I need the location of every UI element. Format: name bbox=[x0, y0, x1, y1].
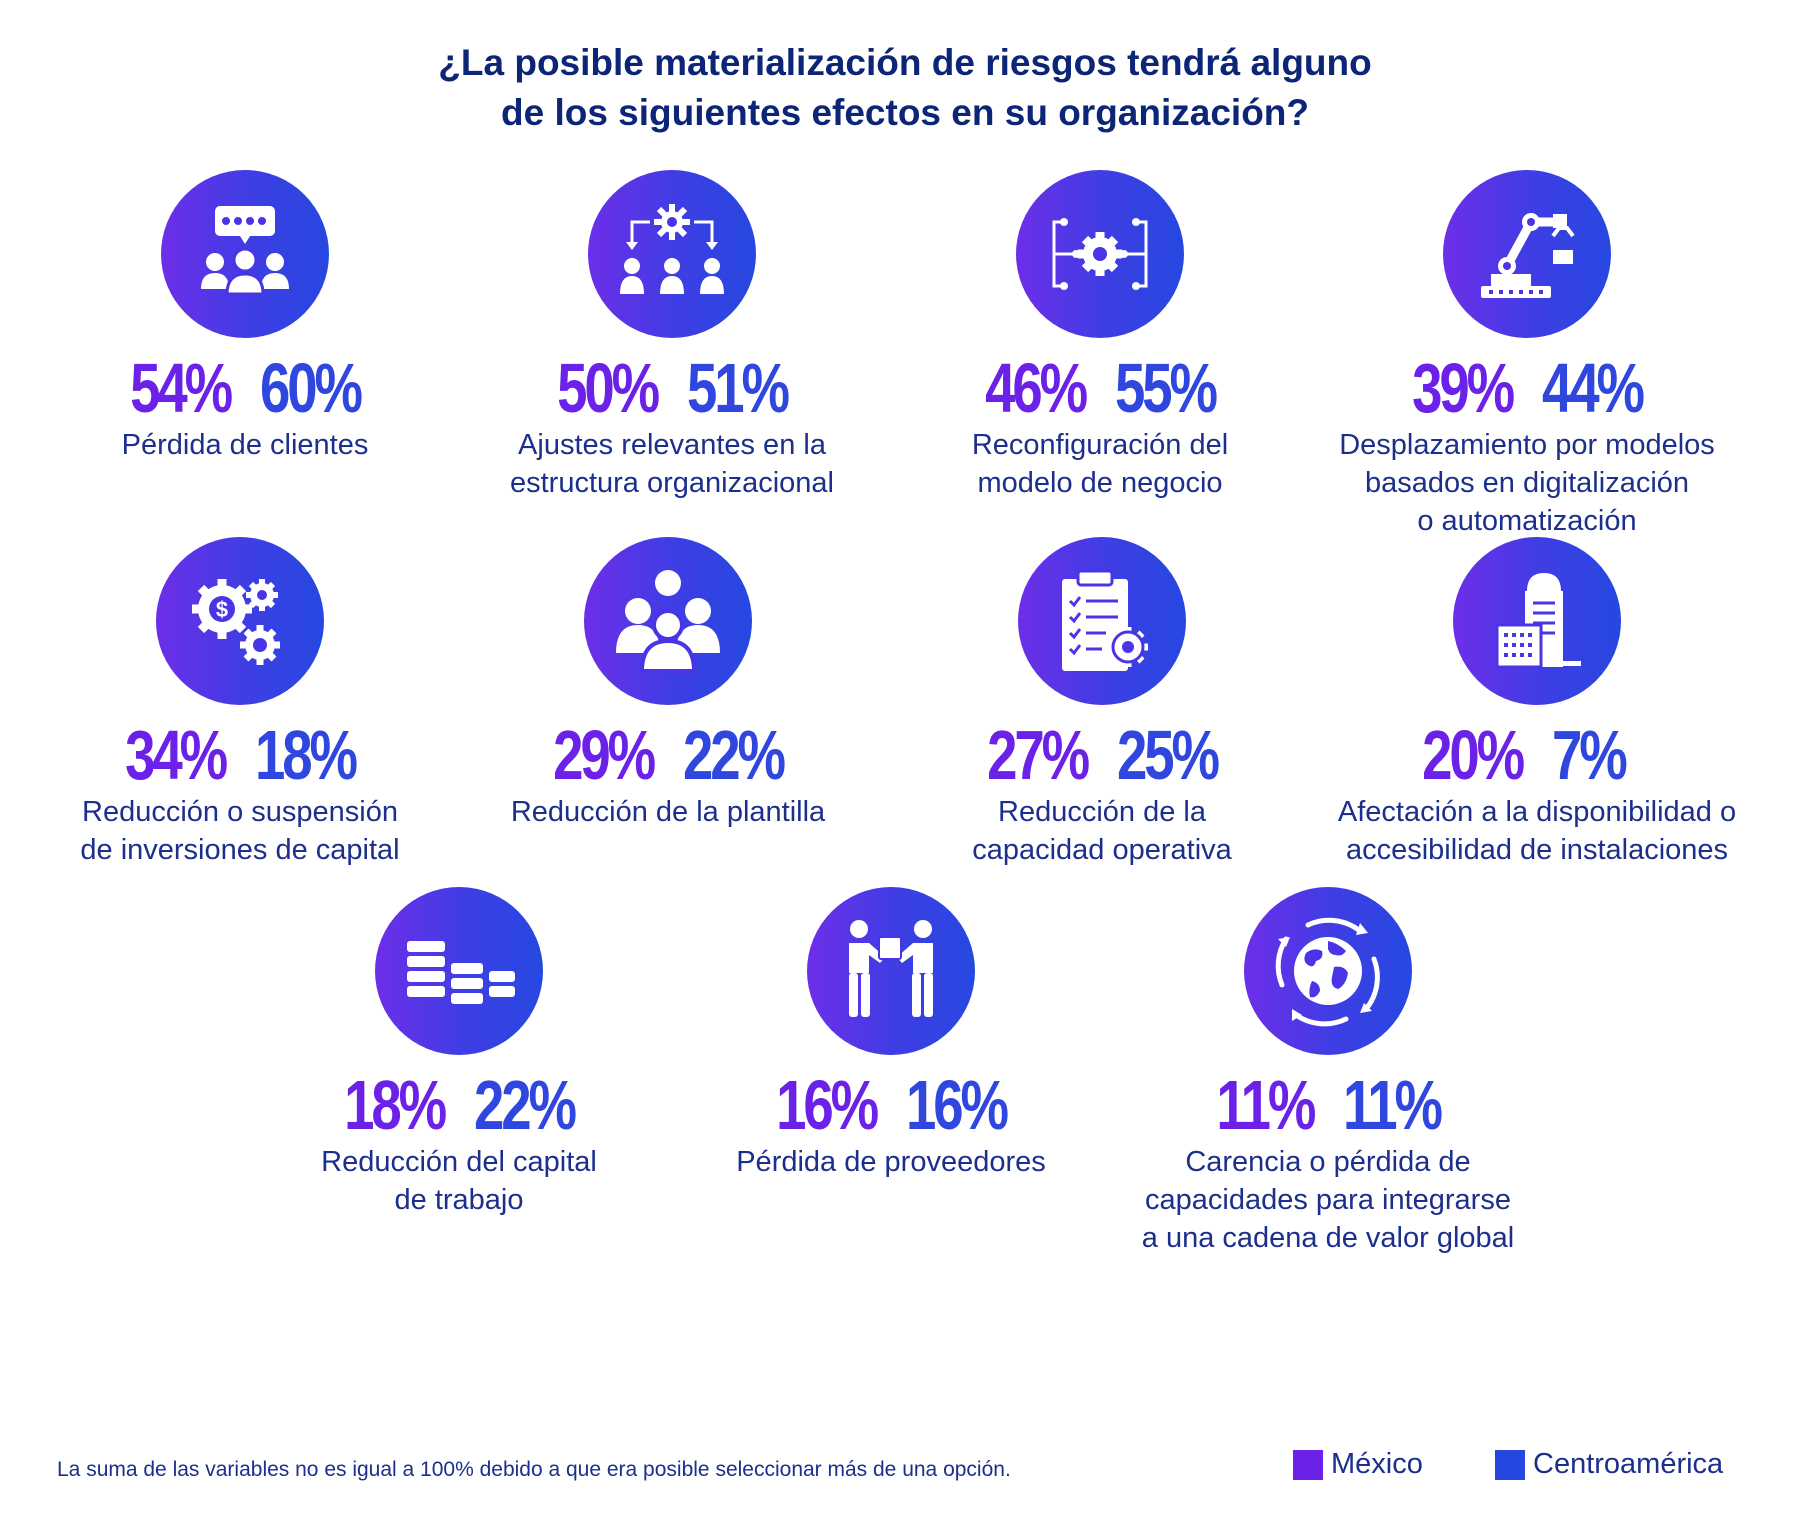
item-reconfiguracion-modelo: 46% 55% Reconfiguración del modelo de ne… bbox=[860, 170, 1340, 502]
item-desplazamiento-digitalizacion: 39% 44% Desplazamiento por modelos basad… bbox=[1287, 170, 1767, 540]
icon-circle bbox=[1453, 537, 1621, 705]
mexico-value: 34% bbox=[125, 716, 228, 794]
label-line: Afectación a la disponibilidad o bbox=[1337, 796, 1737, 828]
item-reduccion-capital-trabajo: 18% 22% Reducción del capital de trabajo bbox=[219, 887, 699, 1219]
item-label: Reducción de la capacidad operativa bbox=[862, 793, 1342, 869]
svg-text:$: $ bbox=[216, 597, 228, 622]
label-line: de inversiones de capital bbox=[80, 834, 400, 866]
item-label: Reducción de la plantilla bbox=[428, 793, 908, 831]
mexico-value: 20% bbox=[1422, 716, 1525, 794]
legend-swatch-centroamerica bbox=[1495, 1449, 1525, 1480]
item-reduccion-plantilla: 29% 22% Reducción de la plantilla bbox=[428, 537, 908, 831]
label-line: a una cadena de valor global bbox=[1141, 1222, 1515, 1254]
legend-label-centroamerica: Centroamérica bbox=[1533, 1448, 1724, 1480]
item-reduccion-inversiones: $ 34% 18% Reducción o suspensión de inve… bbox=[0, 537, 480, 869]
label-line: Reconfiguración del bbox=[971, 429, 1229, 461]
item-label: Afectación a la disponibilidad o accesib… bbox=[1297, 793, 1777, 869]
item-label: Reducción del capital de trabajo bbox=[219, 1143, 699, 1219]
mexico-value: 54% bbox=[130, 349, 233, 427]
centroamerica-value: 18% bbox=[255, 716, 358, 794]
gear-network-icon bbox=[1052, 218, 1148, 290]
delivery-handoff-icon bbox=[849, 920, 933, 1017]
icon-circle bbox=[1443, 170, 1611, 338]
item-label: Desplazamiento por modelos basados en di… bbox=[1287, 426, 1767, 540]
mexico-value: 27% bbox=[987, 716, 1090, 794]
item-label: Pérdida de clientes bbox=[5, 426, 485, 464]
centroamerica-value: 16% bbox=[906, 1066, 1009, 1144]
label-line: Desplazamiento por modelos bbox=[1339, 429, 1715, 461]
item-perdida-clientes: 54% 60% Pérdida de clientes bbox=[5, 170, 485, 464]
icon-circle bbox=[1244, 887, 1412, 1055]
mexico-value: 18% bbox=[344, 1066, 447, 1144]
item-label: Reducción o suspensión de inversiones de… bbox=[0, 793, 480, 869]
legend-label-mexico: México bbox=[1331, 1448, 1423, 1480]
label-line: basados en digitalización bbox=[1364, 467, 1690, 499]
item-ajustes-estructura: 50% 51% Ajustes relevantes en la estruct… bbox=[432, 170, 912, 502]
icon-circle bbox=[588, 170, 756, 338]
label-line: Reducción del capital bbox=[321, 1146, 597, 1178]
item-afectacion-instalaciones: 20% 7% Afectación a la disponibilidad o … bbox=[1297, 537, 1777, 869]
money-gears-icon: $ bbox=[192, 579, 280, 665]
robot-arm-icon bbox=[1481, 213, 1575, 298]
item-perdida-proveedores: 16% 16% Pérdida de proveedores bbox=[651, 887, 1131, 1181]
label-line: Reducción de la plantilla bbox=[510, 796, 826, 828]
legend-mexico: México bbox=[1293, 1448, 1423, 1481]
centroamerica-value: 25% bbox=[1117, 716, 1220, 794]
globe-arrows-icon bbox=[1275, 917, 1380, 1027]
buildings-icon bbox=[1495, 573, 1581, 669]
mexico-value: 16% bbox=[776, 1066, 879, 1144]
checklist-gear-icon bbox=[1062, 569, 1148, 671]
mexico-value: 11% bbox=[1216, 1066, 1316, 1144]
org-structure-gear-icon bbox=[620, 204, 724, 294]
label-line: estructura organizacional bbox=[509, 467, 834, 499]
centroamerica-value: 60% bbox=[260, 349, 363, 427]
title-line-1: ¿La posible materialización de riesgos t… bbox=[438, 42, 1372, 83]
label-line: o automatización bbox=[1417, 505, 1637, 537]
label-line: Pérdida de proveedores bbox=[736, 1146, 1046, 1178]
centroamerica-value: 51% bbox=[687, 349, 790, 427]
label-line: Reducción o suspensión bbox=[82, 796, 398, 828]
item-label: Carencia o pérdida de capacidades para i… bbox=[1088, 1143, 1568, 1257]
declining-stacks-icon bbox=[407, 941, 515, 1004]
legend-centroamerica: Centroamérica bbox=[1495, 1448, 1723, 1481]
label-line: accesibilidad de instalaciones bbox=[1345, 834, 1729, 866]
label-line: Reducción de la bbox=[998, 796, 1206, 828]
label-line: Carencia o pérdida de bbox=[1185, 1146, 1471, 1178]
label-line: capacidades para integrarse bbox=[1145, 1184, 1511, 1216]
mexico-value: 50% bbox=[557, 349, 660, 427]
item-label: Reconfiguración del modelo de negocio bbox=[860, 426, 1340, 502]
icon-circle bbox=[1018, 537, 1186, 705]
label-line: modelo de negocio bbox=[977, 467, 1223, 499]
centroamerica-value: 11% bbox=[1343, 1066, 1443, 1144]
centroamerica-value: 44% bbox=[1542, 349, 1645, 427]
label-line: de trabajo bbox=[394, 1184, 524, 1216]
mexico-value: 46% bbox=[985, 349, 1088, 427]
label-line: Ajustes relevantes en la bbox=[518, 429, 826, 461]
mexico-value: 29% bbox=[553, 716, 656, 794]
centroamerica-value: 22% bbox=[474, 1066, 577, 1144]
icon-circle bbox=[161, 170, 329, 338]
icon-circle bbox=[807, 887, 975, 1055]
icon-circle bbox=[1016, 170, 1184, 338]
label-line: capacidad operativa bbox=[972, 834, 1232, 866]
label-line: Pérdida de clientes bbox=[121, 429, 369, 461]
mexico-value: 39% bbox=[1412, 349, 1515, 427]
item-label: Pérdida de proveedores bbox=[651, 1143, 1131, 1181]
centroamerica-value: 7% bbox=[1552, 716, 1628, 794]
item-cadena-valor-global: 11% 11% Carencia o pérdida de capacidade… bbox=[1088, 887, 1568, 1257]
chart-title: ¿La posible materialización de riesgos t… bbox=[0, 38, 1810, 138]
icon-circle bbox=[584, 537, 752, 705]
icon-circle: $ bbox=[156, 537, 324, 705]
team-icon bbox=[616, 570, 720, 673]
legend-swatch-mexico bbox=[1293, 1449, 1323, 1480]
item-reduccion-capacidad: 27% 25% Reducción de la capacidad operat… bbox=[862, 537, 1342, 869]
centroamerica-value: 22% bbox=[683, 716, 786, 794]
icon-circle bbox=[375, 887, 543, 1055]
footnote: La suma de las variables no es igual a 1… bbox=[57, 1458, 1011, 1481]
centroamerica-value: 55% bbox=[1115, 349, 1218, 427]
item-label: Ajustes relevantes en la estructura orga… bbox=[432, 426, 912, 502]
title-line-2: de los siguientes efectos en su organiza… bbox=[500, 92, 1310, 133]
customer-rating-icon bbox=[201, 206, 289, 296]
